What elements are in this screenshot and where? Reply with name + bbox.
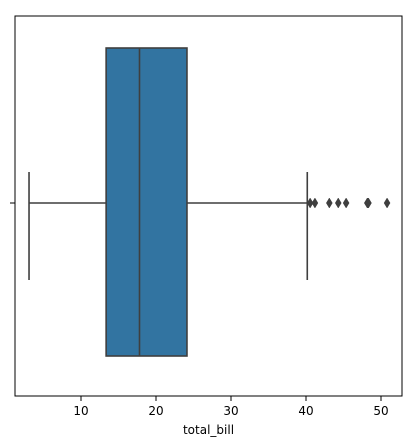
x-tick-label: 10 [73,404,88,418]
x-tick-label: 50 [373,404,388,418]
outlier-point [311,197,319,209]
plot-marks [28,47,391,357]
iqr-box [105,47,188,357]
x-tick-label: 30 [223,404,238,418]
outlier-point [365,197,372,209]
x-axis: 10 20 30 40 50 [73,396,389,418]
outlier-point [383,197,391,209]
outlier-point [306,197,314,209]
x-axis-label: total_bill [183,423,234,437]
plot-frame [14,15,403,397]
outlier-point [342,197,350,209]
outlier-point [334,197,342,209]
x-tick-label: 40 [298,404,313,418]
x-tick-label: 20 [148,404,163,418]
outlier-point [326,197,333,209]
